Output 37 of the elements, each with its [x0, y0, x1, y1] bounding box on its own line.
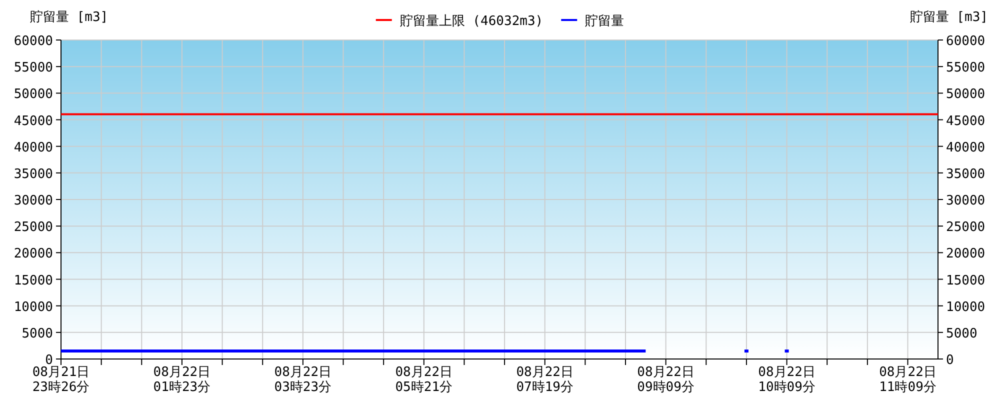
y2-tick-label: 25000 — [946, 220, 986, 236]
y-tick-label: 45000 — [14, 114, 53, 129]
y-tick-label: 15000 — [14, 273, 53, 288]
y2-tick-label: 30000 — [946, 194, 986, 208]
y-tick-label: 50000 — [14, 87, 53, 102]
y2-tick-label: 10000 — [946, 300, 986, 315]
y-tick-label: 40000 — [14, 140, 53, 156]
y-tick-label: 35000 — [14, 166, 53, 182]
legend-label: 貯留量 — [585, 14, 624, 29]
x-tick-label: 08月22日 03時23分 — [274, 365, 332, 395]
y2-tick-label: 55000 — [946, 60, 986, 76]
y-tick-label: 5000 — [22, 326, 53, 342]
y-tick-label: 55000 — [14, 60, 53, 76]
y-axis-title: 貯留量 [m3] — [30, 10, 108, 25]
y2-tick-label: 50000 — [946, 87, 986, 102]
y2-tick-label: 40000 — [946, 140, 986, 156]
y-tick-label: 25000 — [14, 220, 53, 236]
x-tick-label: 08月22日 01時23分 — [153, 365, 211, 395]
y2-tick-label: 5000 — [946, 326, 978, 342]
x-tick-label: 08月22日 09時09分 — [637, 365, 694, 395]
y2-tick-label: 35000 — [946, 166, 986, 182]
y2-tick-label: 15000 — [946, 273, 986, 288]
legend-label: 貯留量上限 (46032m3) — [400, 14, 544, 29]
y-tick-label: 10000 — [14, 300, 53, 315]
x-tick-label: 08月22日 11時09分 — [879, 365, 936, 395]
y2-tick-label: 0 — [946, 353, 954, 368]
x-tick-label: 08月22日 10時09分 — [758, 365, 816, 395]
y-tick-label: 60000 — [14, 34, 53, 49]
x-tick-label: 08月22日 05時21分 — [395, 365, 453, 395]
y2-tick-label: 60000 — [946, 34, 986, 49]
x-tick-label: 08月21日 23時26分 — [32, 365, 90, 395]
y-tick-label: 20000 — [14, 246, 53, 262]
y2-tick-label: 20000 — [946, 246, 986, 262]
y-tick-label: 30000 — [14, 194, 53, 208]
y2-tick-label: 45000 — [946, 114, 986, 129]
x-tick-label: 08月22日 07時19分 — [516, 365, 574, 395]
y2-axis-title: 貯留量 [m3] — [910, 10, 988, 25]
